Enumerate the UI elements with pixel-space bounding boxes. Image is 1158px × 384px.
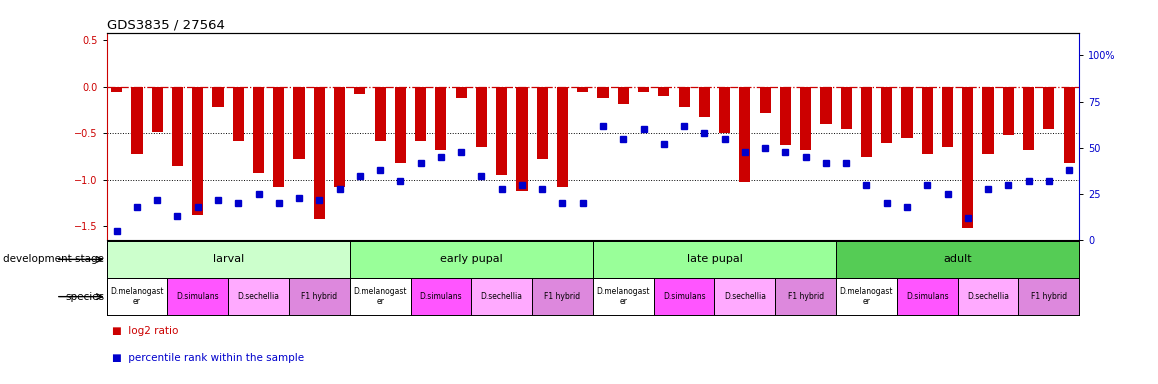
Text: early pupal: early pupal: [440, 254, 503, 265]
Text: D.simulans: D.simulans: [906, 292, 948, 301]
Bar: [212, 87, 223, 108]
Bar: [760, 87, 771, 113]
Bar: [836, 278, 896, 315]
Bar: [1043, 87, 1055, 129]
Text: D.melanogast
er: D.melanogast er: [596, 287, 650, 306]
Bar: [800, 87, 812, 150]
Bar: [638, 87, 650, 92]
Bar: [982, 87, 994, 154]
Bar: [111, 87, 123, 92]
Text: D.melanogast
er: D.melanogast er: [840, 287, 893, 306]
Bar: [719, 87, 731, 134]
Text: D.melanogast
er: D.melanogast er: [110, 287, 163, 306]
Bar: [577, 87, 588, 92]
Bar: [471, 278, 532, 315]
Text: adult: adult: [944, 254, 972, 265]
Text: GDS3835 / 27564: GDS3835 / 27564: [107, 19, 225, 32]
Bar: [1063, 87, 1075, 163]
Bar: [171, 87, 183, 166]
Text: F1 hybrid: F1 hybrid: [1031, 292, 1067, 301]
Bar: [334, 87, 345, 187]
Text: F1 hybrid: F1 hybrid: [787, 292, 823, 301]
Bar: [679, 87, 690, 108]
Bar: [941, 87, 953, 147]
Bar: [776, 278, 836, 315]
Bar: [374, 87, 386, 141]
Bar: [415, 87, 426, 141]
Bar: [779, 87, 791, 145]
Bar: [962, 87, 974, 228]
Text: late pupal: late pupal: [687, 254, 742, 265]
Bar: [841, 87, 852, 129]
Bar: [653, 278, 714, 315]
Text: F1 hybrid: F1 hybrid: [544, 292, 580, 301]
Text: D.simulans: D.simulans: [419, 292, 462, 301]
Bar: [228, 278, 288, 315]
Bar: [557, 87, 569, 187]
Bar: [922, 87, 933, 154]
Bar: [860, 87, 872, 157]
Text: D.sechellia: D.sechellia: [481, 292, 522, 301]
Bar: [167, 278, 228, 315]
Bar: [395, 87, 406, 163]
Bar: [532, 278, 593, 315]
Bar: [350, 241, 593, 278]
Bar: [252, 87, 264, 172]
Text: development stage: development stage: [3, 254, 104, 265]
Bar: [455, 87, 467, 98]
Text: D.simulans: D.simulans: [176, 292, 219, 301]
Text: D.melanogast
er: D.melanogast er: [353, 287, 406, 306]
Bar: [820, 87, 831, 124]
Bar: [516, 87, 528, 191]
Text: D.sechellia: D.sechellia: [724, 292, 765, 301]
Bar: [131, 87, 142, 154]
Bar: [593, 241, 836, 278]
Bar: [658, 87, 669, 96]
Text: larval: larval: [213, 254, 243, 265]
Bar: [598, 87, 609, 98]
Bar: [476, 87, 488, 147]
Bar: [107, 278, 168, 315]
Text: F1 hybrid: F1 hybrid: [301, 292, 337, 301]
Text: ■  log2 ratio: ■ log2 ratio: [112, 326, 178, 336]
Bar: [901, 87, 913, 138]
Text: D.sechellia: D.sechellia: [967, 292, 1009, 301]
Bar: [354, 87, 366, 94]
Bar: [536, 87, 548, 159]
Bar: [233, 87, 244, 141]
Bar: [192, 87, 204, 215]
Text: D.sechellia: D.sechellia: [237, 292, 279, 301]
Bar: [293, 87, 305, 159]
Bar: [739, 87, 750, 182]
Text: D.simulans: D.simulans: [662, 292, 705, 301]
Bar: [273, 87, 285, 187]
Bar: [958, 278, 1019, 315]
Bar: [314, 87, 325, 219]
Bar: [896, 278, 958, 315]
Text: ■  percentile rank within the sample: ■ percentile rank within the sample: [112, 353, 305, 363]
Bar: [1023, 87, 1034, 150]
Bar: [410, 278, 471, 315]
Bar: [435, 87, 447, 150]
Bar: [350, 278, 410, 315]
Text: species: species: [65, 291, 104, 302]
Bar: [1003, 87, 1014, 135]
Bar: [107, 241, 350, 278]
Bar: [698, 87, 710, 117]
Bar: [617, 87, 629, 104]
Bar: [714, 278, 775, 315]
Bar: [1019, 278, 1079, 315]
Bar: [836, 241, 1079, 278]
Bar: [496, 87, 507, 175]
Bar: [593, 278, 653, 315]
Bar: [288, 278, 350, 315]
Bar: [881, 87, 893, 143]
Bar: [152, 87, 163, 132]
